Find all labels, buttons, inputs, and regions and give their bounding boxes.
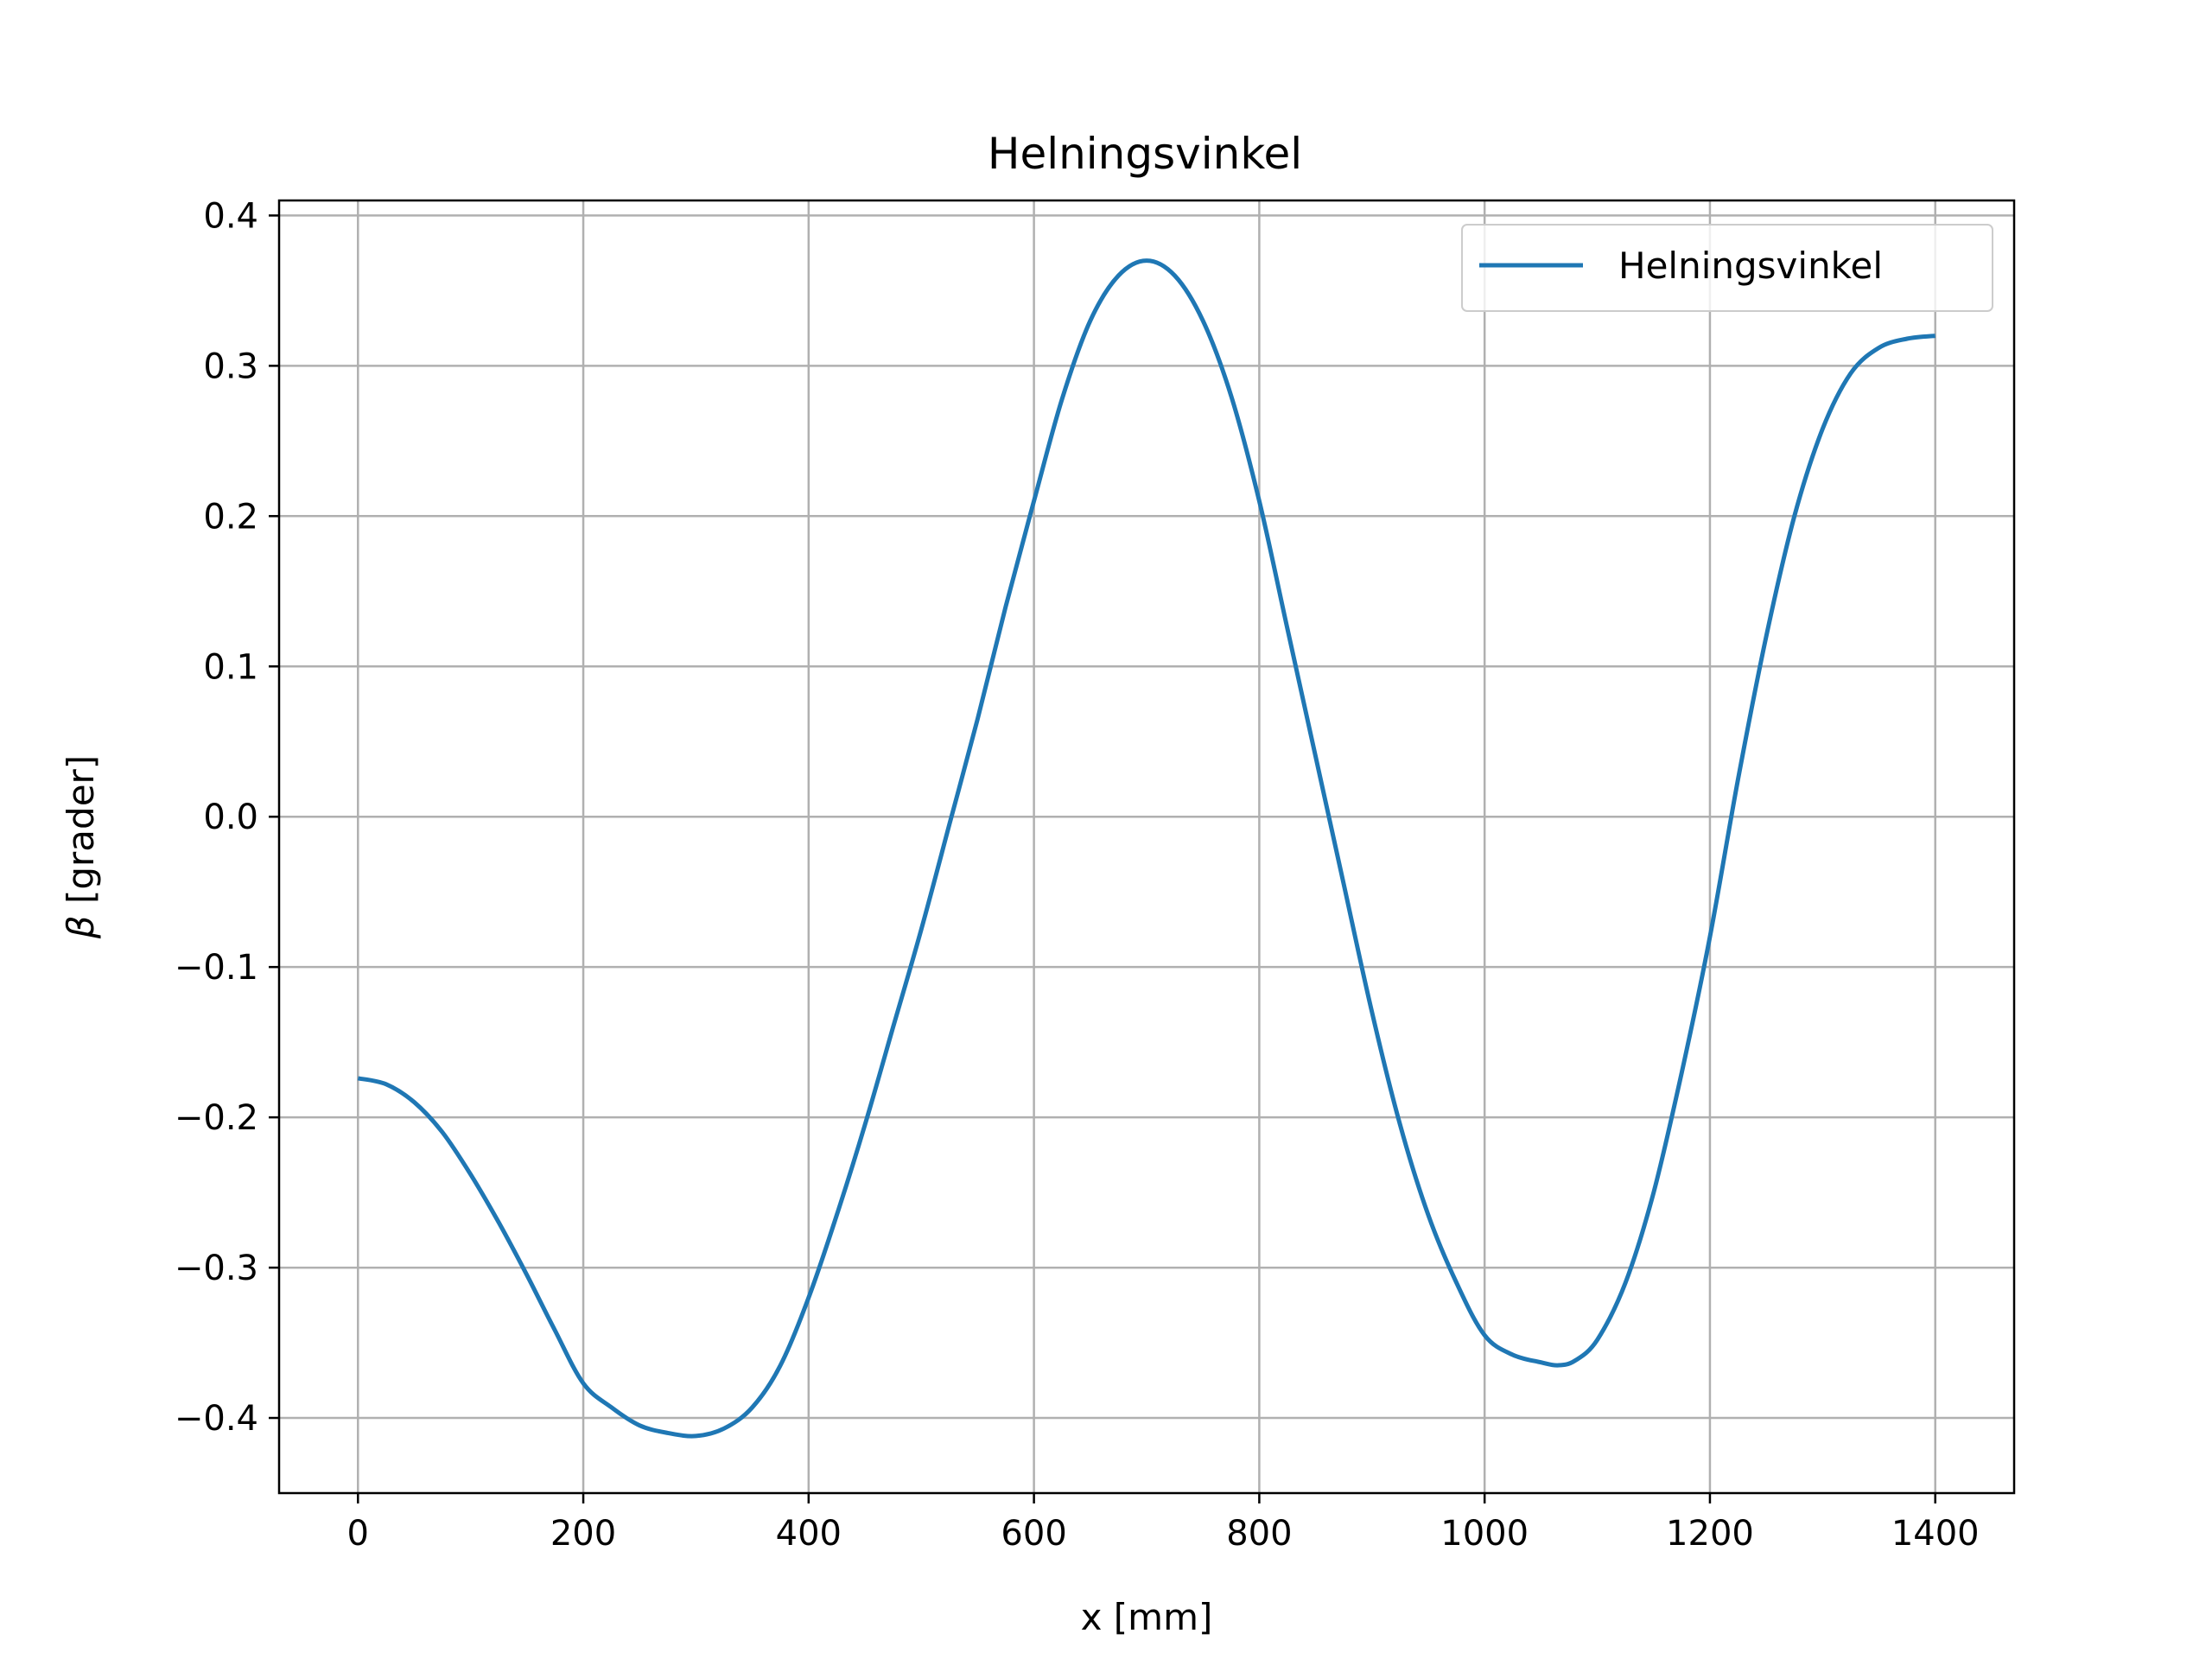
x-tick-label: 800 xyxy=(1226,1514,1292,1554)
x-tick-label: 400 xyxy=(776,1514,842,1554)
x-axis-title: x [mm] xyxy=(1081,1596,1213,1638)
y-tick-label: −0.1 xyxy=(175,948,258,988)
y-tick-label: 0.2 xyxy=(203,497,258,537)
legend-label: Helningsvinkel xyxy=(1618,245,1883,287)
y-tick-label: 0.4 xyxy=(203,196,258,236)
x-tick-label: 1200 xyxy=(1666,1514,1754,1554)
y-tick-label: −0.4 xyxy=(175,1399,258,1439)
y-tick-label: 0.0 xyxy=(203,798,258,837)
x-tick-label: 0 xyxy=(347,1514,369,1554)
chart-title: Helningsvinkel xyxy=(988,129,1302,179)
series-line xyxy=(357,258,1936,1439)
y-axis-unit: [grader] xyxy=(60,755,102,904)
legend-box xyxy=(1461,224,1993,312)
x-tick-label: 1400 xyxy=(1891,1514,1980,1554)
y-axis-symbol: β xyxy=(60,915,102,939)
y-axis: −0.4 −0.3 −0.2 −0.1 0.0 0.1 0.2 0.3 0.4 xyxy=(175,196,279,1439)
legend: Helningsvinkel xyxy=(1461,224,1993,312)
series-layer xyxy=(357,258,1936,1439)
x-tick-label: 600 xyxy=(1001,1514,1066,1554)
y-tick-label: −0.3 xyxy=(175,1249,258,1288)
x-gridlines xyxy=(357,200,1936,1493)
x-tick-label: 1000 xyxy=(1440,1514,1529,1554)
plot-frame xyxy=(277,199,2016,1495)
x-axis: 0 200 400 600 800 1000 1200 1400 xyxy=(347,1493,1980,1554)
y-tick-label: 0.1 xyxy=(203,647,258,687)
y-tick-label: −0.2 xyxy=(175,1098,258,1138)
x-tick-label: 200 xyxy=(550,1514,616,1554)
y-tick-label: 0.3 xyxy=(203,346,258,386)
y-gridlines xyxy=(279,214,2014,1420)
y-axis-title: β [grader] xyxy=(60,755,102,939)
